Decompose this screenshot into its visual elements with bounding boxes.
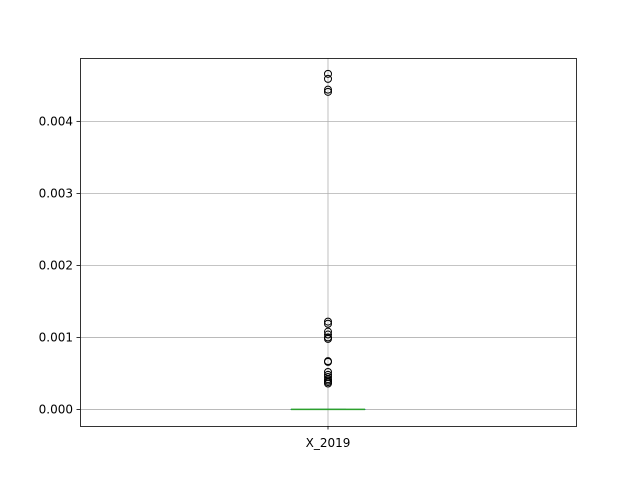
- outlier-point: [324, 69, 332, 78]
- y-tick-label: 0.000: [39, 402, 73, 416]
- outlier-point: [324, 85, 332, 94]
- x-tick-label: X_2019: [306, 436, 351, 450]
- outlier-point: [324, 319, 332, 328]
- outlier-points: [324, 69, 332, 388]
- y-tick-label: 0.003: [39, 186, 73, 200]
- outlier-point: [324, 330, 332, 339]
- x-axis-ticks: X_2019: [306, 426, 351, 450]
- y-tick-label: 0.004: [39, 114, 73, 128]
- y-axis-ticks: 0.000 0.001 0.002 0.003 0.004: [39, 114, 80, 416]
- outlier-point: [324, 317, 332, 326]
- outlier-point: [324, 373, 332, 382]
- grid: [80, 58, 576, 426]
- outlier-point: [324, 87, 332, 96]
- y-tick-label: 0.002: [39, 258, 73, 272]
- outlier-point: [324, 357, 332, 366]
- outlier-point: [324, 379, 332, 388]
- outlier-point: [324, 74, 332, 83]
- outlier-point: [324, 334, 332, 343]
- plot-frame: [80, 58, 577, 427]
- y-tick-label: 0.001: [39, 330, 73, 344]
